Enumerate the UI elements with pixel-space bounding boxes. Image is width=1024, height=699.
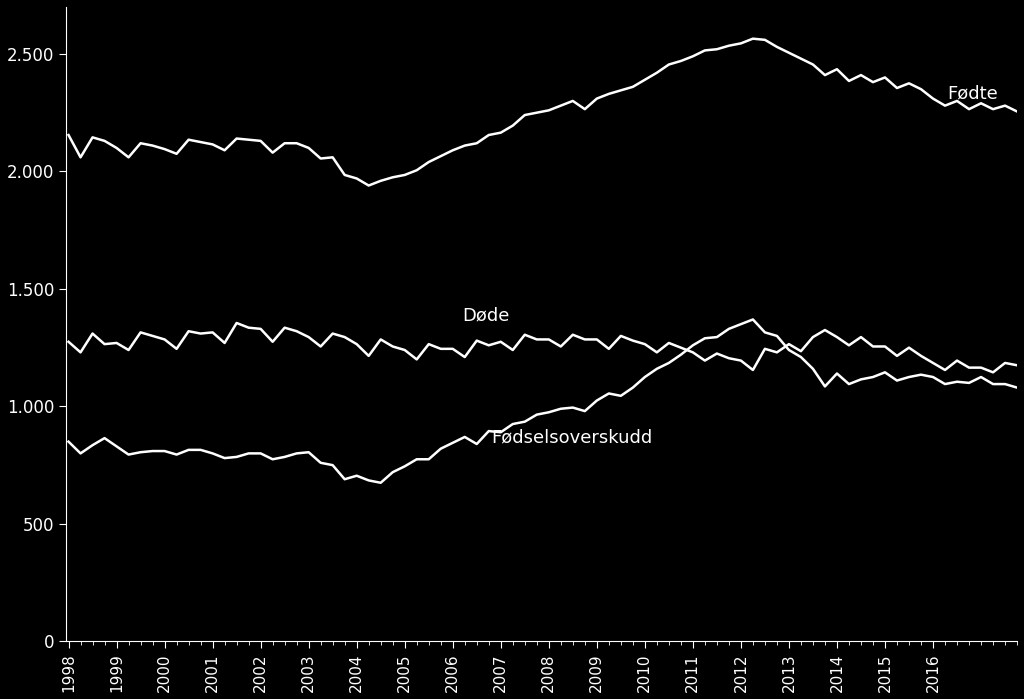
Text: Døde: Døde xyxy=(463,307,510,325)
Text: Fødte: Fødte xyxy=(947,85,998,103)
Text: Fødselsoverskudd: Fødselsoverskudd xyxy=(492,428,652,446)
